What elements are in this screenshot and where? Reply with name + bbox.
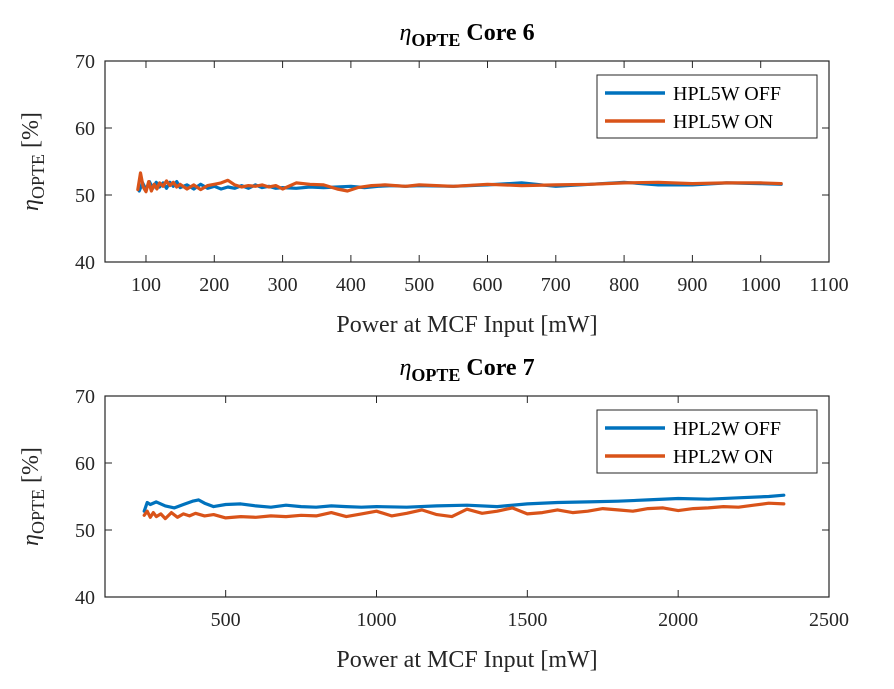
title-subscript: OPTE [411, 365, 460, 385]
legend-box [596, 409, 818, 474]
x-tick-label: 1000 [741, 274, 781, 296]
series-line-hpl2w-off [142, 493, 786, 513]
legend-box [596, 74, 818, 139]
y-tick-label: 40 [75, 252, 95, 274]
x-tick-label: 1500 [507, 609, 547, 631]
y-tick-label: 60 [75, 118, 95, 140]
x-tick-label: 300 [268, 274, 298, 296]
title-symbol: η [399, 355, 411, 381]
y-tick-label: 50 [75, 520, 95, 542]
chart-core-7: ηOPTE Core 7 Power at MCF Input [mW] ηOPT… [18, 355, 849, 673]
chart-title: ηOPTE Core 6 [399, 20, 534, 50]
x-tick-label: 900 [677, 274, 707, 296]
legend-label: HPL2W ON [673, 446, 773, 468]
x-tick-label: 100 [131, 274, 161, 296]
x-tick-label: 1100 [809, 274, 848, 296]
legend: HPL5W OFF HPL5W ON [596, 74, 818, 139]
axes-frame [104, 395, 830, 598]
legend-label: HPL2W OFF [673, 418, 781, 440]
series-line-hpl5w-on [136, 171, 783, 194]
y-tick-label: 70 [75, 386, 95, 408]
y-axis-label: ηOPTE [%] [18, 112, 48, 211]
y-label-subscript: OPTE [28, 489, 48, 534]
plot-area [136, 171, 783, 194]
x-tick-label: 700 [541, 274, 571, 296]
y-label-unit: [%] [18, 447, 44, 483]
y-tick-label: 40 [75, 587, 95, 609]
y-label-subscript: OPTE [28, 154, 48, 199]
legend-label: HPL5W ON [673, 111, 773, 133]
y-tick-label: 50 [75, 185, 95, 207]
x-tick-label: 600 [472, 274, 502, 296]
axis-ticks: 500 1000 1500 2000 2500 40 50 60 70 [75, 386, 849, 631]
y-tick-label: 70 [75, 51, 95, 73]
title-suffix: Core 6 [466, 20, 534, 46]
y-axis-label: ηOPTE [%] [18, 447, 48, 546]
title-subscript: OPTE [411, 30, 460, 50]
y-label-symbol: η [18, 199, 44, 211]
y-tick-label: 60 [75, 453, 95, 475]
series-line-hpl5w-off [137, 180, 783, 193]
legend-label: HPL5W OFF [673, 83, 781, 105]
x-tick-label: 2000 [658, 609, 698, 631]
series-line-hpl2w-on [142, 501, 786, 521]
x-tick-label: 400 [336, 274, 366, 296]
x-tick-label: 500 [404, 274, 434, 296]
y-label-unit: [%] [18, 112, 44, 148]
title-suffix: Core 7 [466, 355, 534, 381]
legend: HPL2W OFF HPL2W ON [596, 409, 818, 474]
x-tick-label: 500 [211, 609, 241, 631]
x-tick-label: 800 [609, 274, 639, 296]
axes-frame [104, 60, 830, 263]
x-axis-label: Power at MCF Input [mW] [336, 312, 597, 338]
y-label-symbol: η [18, 534, 44, 546]
x-axis-label: Power at MCF Input [mW] [336, 647, 597, 673]
axis-ticks: 100 200 300 400 500 600 700 800 900 1000 1100 40 50 6… [75, 51, 849, 296]
x-tick-label: 2500 [809, 609, 849, 631]
chart-core-6: ηOPTE Core 6 Power at MCF Input [mW] ηOPT… [18, 20, 849, 338]
x-tick-label: 200 [199, 274, 229, 296]
chart-title: ηOPTE Core 7 [399, 355, 534, 385]
plot-area [142, 493, 786, 521]
x-tick-label: 1000 [357, 609, 397, 631]
title-symbol: η [399, 20, 411, 46]
